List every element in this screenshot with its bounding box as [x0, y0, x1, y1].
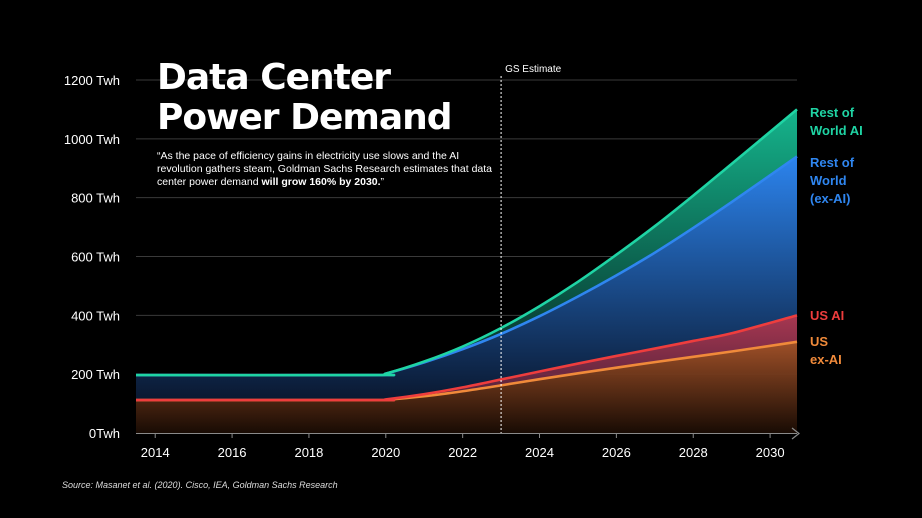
- y-tick-label: 800 Twh: [71, 191, 120, 206]
- quote-bold: will grow 160% by 2030.: [261, 176, 381, 188]
- series-label-us-ai: US AI: [810, 308, 844, 323]
- series-label-line: World: [810, 173, 847, 188]
- title-line-2: Power Demand: [157, 97, 453, 138]
- series-label-line: ex-AI: [810, 352, 842, 367]
- series-labels: Rest of World AI Rest of World (ex-AI) US AI U…: [810, 105, 863, 367]
- area-us-ai: [136, 315, 797, 401]
- series-label-row-exai: Rest of World (ex-AI): [810, 155, 855, 206]
- quote-text: “As the pace of efficiency gains in elec…: [157, 150, 497, 189]
- x-tick-label: 2024: [525, 445, 554, 460]
- x-tick-label: 2030: [756, 445, 785, 460]
- series-label-row-ai: Rest of World AI: [810, 105, 863, 138]
- chart-title: Data Center Power Demand: [157, 57, 453, 138]
- y-tick-label: 1200 Twh: [64, 73, 120, 88]
- y-tick-label: 600 Twh: [71, 250, 120, 265]
- x-tick-label: 2016: [218, 445, 247, 460]
- area-us-ex-ai: [136, 341, 797, 433]
- series-label-line: Rest of: [810, 155, 855, 170]
- series-label-line: Rest of: [810, 105, 855, 120]
- quote-suffix: ”: [380, 176, 385, 188]
- quote-prefix: “As the pace of efficiency gains in elec…: [157, 150, 493, 188]
- x-tick-label: 2026: [602, 445, 631, 460]
- y-tick-label: 400 Twh: [71, 308, 120, 323]
- series-label-line: (ex-AI): [810, 191, 850, 206]
- x-tick-label: 2028: [679, 445, 708, 460]
- area-row-ai: [136, 109, 797, 376]
- source-note: Source: Masanet et al. (2020). Cisco, IE…: [62, 480, 338, 490]
- line-us-ai: [135, 314, 798, 402]
- x-tick-label: 2018: [294, 445, 323, 460]
- series-label-line: US AI: [810, 308, 844, 323]
- y-tick-label: 200 Twh: [71, 367, 120, 382]
- title-line-1: Data Center: [157, 57, 391, 98]
- area-row-ex-ai: [136, 156, 797, 401]
- x-tick-label: 2014: [141, 445, 170, 460]
- area-layer: [136, 109, 797, 433]
- series-label-line: US: [810, 334, 828, 349]
- y-tick-label: 0Twh: [89, 426, 120, 441]
- x-axis-arrow: [791, 427, 800, 440]
- estimate-label: GS Estimate: [505, 64, 562, 75]
- x-tick-label: 2022: [448, 445, 477, 460]
- series-label-us-exai: US ex-AI: [810, 334, 842, 367]
- y-tick-label: 1000 Twh: [64, 132, 120, 147]
- x-tick-label: 2020: [371, 445, 400, 460]
- axes: 0Twh 200 Twh 400 Twh 600 Twh 800 Twh 1000 Twh…: [64, 64, 800, 460]
- line-layer: [135, 108, 798, 402]
- series-label-line: World AI: [810, 123, 863, 138]
- line-row-ai: [135, 108, 798, 377]
